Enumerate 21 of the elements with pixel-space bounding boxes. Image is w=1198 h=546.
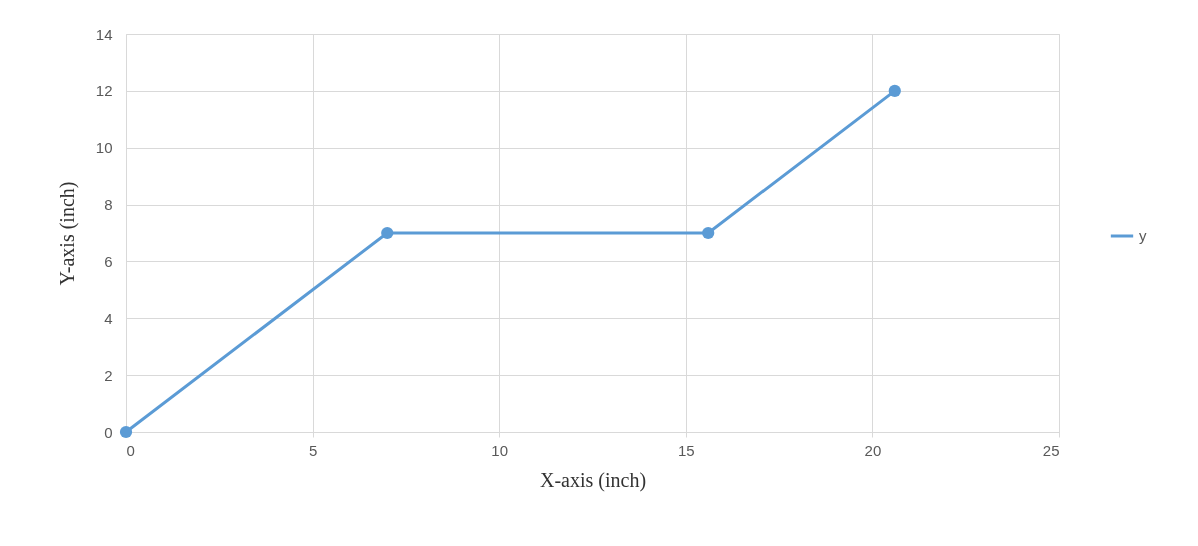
y-tick-label: 6: [104, 252, 113, 270]
point: [888, 84, 901, 97]
point: [702, 226, 715, 240]
x-tick-label: 20: [864, 441, 882, 459]
x-tick-label: 25: [1042, 441, 1060, 459]
point: [119, 425, 133, 439]
y-tick-label: 2: [104, 366, 113, 384]
y-tick-label: 8: [104, 196, 113, 214]
x-axis-title: X-axis (inch): [539, 468, 647, 492]
legend-label: y: [1139, 227, 1147, 244]
y-tick-label: 0: [104, 423, 113, 441]
y-tick-label: 4: [104, 309, 113, 327]
y-tick-label: 12: [95, 82, 113, 100]
y-tick-label: 14: [95, 25, 113, 43]
x-tick-label: 5: [308, 441, 318, 459]
point: [381, 226, 394, 240]
x-tick-label: 0: [126, 441, 135, 459]
y-tick-label: 10: [95, 139, 113, 157]
x-tick-label: 10: [491, 441, 509, 459]
y-axis-title: Y-axis (inch): [55, 181, 79, 286]
x-tick-label: 15: [677, 441, 695, 459]
